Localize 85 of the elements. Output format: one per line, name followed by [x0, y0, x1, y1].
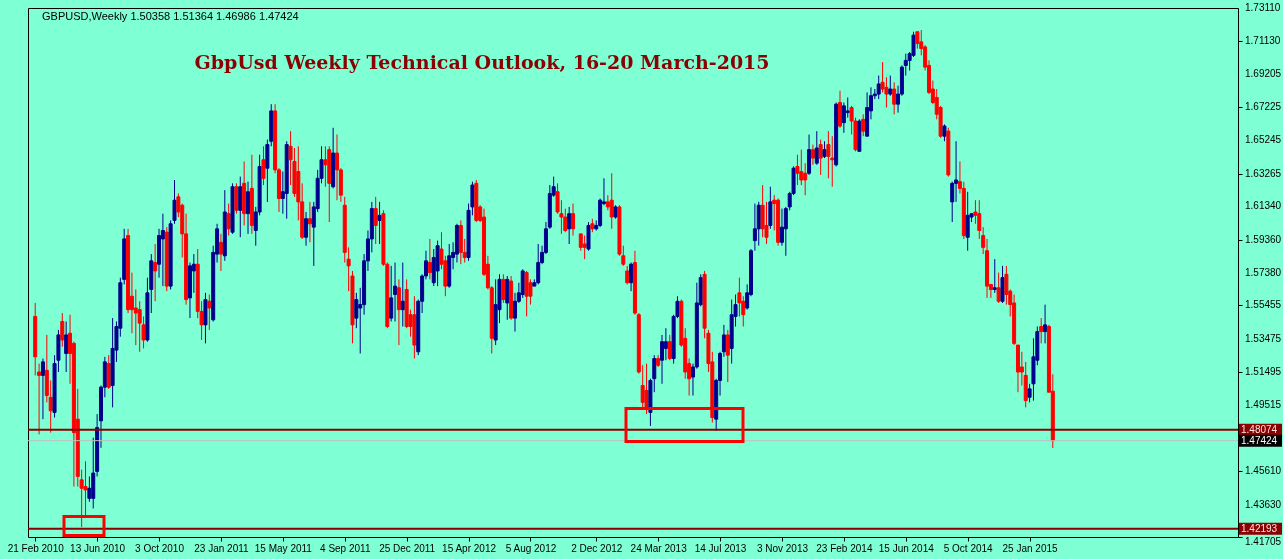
y-tick-label: 1.73110	[1245, 2, 1281, 13]
ref-line-label: 1.48074	[1241, 423, 1278, 435]
candlestick	[567, 206, 572, 245]
candlestick	[373, 196, 378, 245]
x-tick-label: 5 Aug 2012	[505, 542, 557, 554]
x-tick-label: 23 Feb 2014	[816, 542, 873, 554]
candlestick	[246, 181, 251, 235]
candlestick	[427, 238, 432, 280]
candlestick	[803, 162, 808, 196]
candlestick	[992, 258, 997, 294]
candlestick	[261, 145, 266, 186]
y-tick-label: 1.65245	[1245, 134, 1282, 146]
y-tick-label: 1.67225	[1245, 101, 1282, 113]
x-tick-label: 13 Jun 2010	[70, 542, 126, 554]
candlestick	[996, 272, 1001, 304]
x-tick-label: 23 Jan 2011	[194, 542, 250, 554]
y-tick-label: 1.43630	[1245, 498, 1282, 510]
x-tick-label: 15 Apr 2012	[442, 542, 497, 554]
candlestick	[400, 262, 405, 328]
candlestick	[64, 320, 69, 373]
candlestick	[304, 211, 309, 247]
candlestick	[1043, 304, 1048, 344]
candlestick	[323, 145, 328, 188]
candlestick	[795, 154, 800, 186]
candlestick	[389, 265, 394, 322]
candlestick	[625, 265, 630, 285]
y-tick-label: 1.63265	[1245, 167, 1282, 179]
candlestick	[153, 243, 158, 302]
candlestick	[830, 135, 835, 188]
candlestick	[40, 358, 45, 420]
candlestick	[571, 203, 576, 237]
x-tick-label: 21 Feb 2010	[7, 542, 65, 554]
candlestick	[629, 262, 634, 292]
candlestick	[307, 201, 312, 243]
y-tick-label: 1.61340	[1245, 200, 1282, 212]
y-tick-label: 1.69205	[1245, 67, 1282, 79]
candlestick	[377, 201, 382, 245]
candlestick	[725, 329, 730, 383]
annotation: GBPUSD,Weekly 1.50358 1.51364 1.46986 1.47424	[42, 10, 299, 22]
x-tick-label: 2 Dec 2012	[571, 542, 623, 554]
y-tick-label: 1.49515	[1245, 399, 1282, 411]
x-tick-label: 4 Sep 2011	[320, 542, 371, 554]
y-tick-label: 1.59360	[1245, 233, 1282, 245]
y-tick-label: 1.45610	[1245, 465, 1282, 477]
x-tick-label: 5 Oct 2014	[943, 542, 994, 554]
x-tick-label: 15 May 2011	[254, 542, 313, 554]
x-tick-label: 3 Nov 2013	[756, 542, 809, 554]
x-tick-label: 15 Jun 2014	[878, 542, 935, 554]
ref-line-label: 1.47424	[1241, 434, 1278, 446]
y-tick-label: 1.51495	[1245, 366, 1282, 378]
y-tick-label: 1.53475	[1245, 332, 1282, 344]
candlestick	[501, 273, 506, 304]
x-tick-label: 25 Jan 2015	[1002, 542, 1059, 554]
candlestick	[218, 233, 223, 272]
candlestick	[838, 90, 842, 129]
y-tick-label: 1.57380	[1245, 266, 1282, 278]
candlestick	[393, 262, 398, 322]
candlestick	[137, 300, 142, 353]
candlestick	[238, 176, 243, 238]
y-tick-label: 1.41705	[1245, 536, 1282, 547]
candlestick	[207, 294, 212, 331]
candlestick	[586, 221, 591, 252]
candlestick	[524, 270, 529, 317]
x-tick-label: 25 Dec 2011	[379, 542, 436, 554]
candlestick	[799, 149, 804, 186]
x-tick-label: 3 Oct 2010	[135, 542, 185, 554]
candlestick	[60, 312, 65, 348]
candlestick	[1000, 265, 1005, 304]
y-tick-label: 1.71130	[1245, 35, 1281, 47]
text: GbpUsd Weekly Technical Outlook, 16-20 March-2015	[194, 51, 770, 73]
x-tick-label: 14 Jul 2013	[694, 542, 747, 554]
candlestick	[810, 144, 815, 166]
x-tick-label: 24 Mar 2013	[630, 542, 688, 554]
candlestick	[888, 75, 893, 97]
candlestick	[1039, 317, 1044, 344]
candlestick	[234, 182, 239, 215]
candlestick	[87, 475, 92, 503]
candlestick	[536, 243, 541, 285]
candlestick	[663, 327, 668, 361]
candlestick	[965, 191, 970, 252]
candlestick	[396, 278, 401, 346]
ref-line-label: 1.42193	[1241, 522, 1278, 534]
candlestick	[861, 113, 866, 137]
y-tick-label: 1.55455	[1245, 299, 1282, 311]
candlestick	[845, 96, 850, 119]
